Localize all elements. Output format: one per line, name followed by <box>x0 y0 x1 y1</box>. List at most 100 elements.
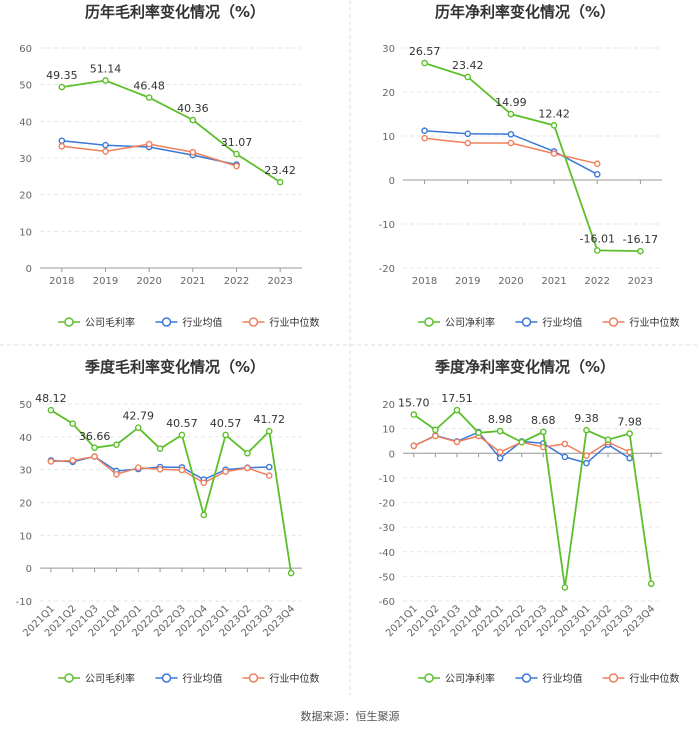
y-tick-label: -50 <box>379 572 395 583</box>
data-point <box>626 430 633 437</box>
chart-title: 季度毛利率变化情况（%） <box>85 358 265 376</box>
legend-marker <box>424 317 434 327</box>
data-point <box>626 454 633 462</box>
data-point <box>244 449 251 457</box>
data-label: 17.51 <box>441 392 473 405</box>
data-point <box>178 431 186 439</box>
legend-label: 行业中位数 <box>630 316 680 329</box>
data-label: 15.70 <box>398 397 430 410</box>
data-point <box>507 110 515 118</box>
data-point <box>145 94 153 101</box>
y-tick-label: 50 <box>19 81 32 92</box>
data-point <box>233 162 240 170</box>
data-point <box>583 452 590 460</box>
data-point <box>410 442 418 450</box>
legend-label: 行业中位数 <box>630 672 680 685</box>
x-tick-label: 2021 <box>541 276 566 287</box>
y-tick-label: 50 <box>19 400 32 411</box>
chart-panel-1: 历年毛利率变化情况（%） 0 10 20 30 40 50 60 2018 2019 2020 202… <box>19 3 319 329</box>
series-company: 48.12 36.66 42.79 40.57 40.57 41.72 <box>35 392 295 577</box>
legend-marker <box>424 673 434 683</box>
series-line <box>413 431 630 464</box>
data-point <box>69 457 77 464</box>
y-tick-label: -40 <box>379 548 395 559</box>
chart-title: 季度净利率变化情况（%） <box>435 358 615 376</box>
legend-label: 行业均值 <box>543 316 583 329</box>
series-industry-median <box>410 432 633 460</box>
y-tick-label: -30 <box>379 523 395 534</box>
y-tick-label: 0 <box>389 176 395 187</box>
legend-label: 行业均值 <box>543 672 583 685</box>
x-tick-label: 2023 <box>628 276 653 287</box>
data-point <box>276 178 284 186</box>
data-point <box>496 448 504 456</box>
x-tick-label: 2018 <box>49 276 74 287</box>
data-point <box>507 130 515 138</box>
data-label: 49.35 <box>46 69 78 82</box>
data-point <box>637 247 644 255</box>
series-company: 49.35 51.14 46.48 40.36 31.07 23.42 <box>46 62 296 186</box>
data-point <box>421 59 428 67</box>
data-point <box>145 140 153 148</box>
series-line <box>424 62 641 252</box>
data-point <box>113 470 120 478</box>
y-tick-label: -20 <box>379 264 395 275</box>
data-point <box>561 453 569 461</box>
x-tick-label: 2021 <box>180 276 205 287</box>
data-point <box>189 148 197 156</box>
chart-title: 历年毛利率变化情况（%） <box>85 3 265 21</box>
series-industry-median <box>58 140 240 170</box>
series-line <box>61 79 281 183</box>
legend: 公司毛利率 行业均值 行业中位数 <box>58 672 320 685</box>
data-label: 23.42 <box>264 164 296 177</box>
legend-marker <box>64 673 74 683</box>
data-label: 40.57 <box>166 417 198 430</box>
data-point <box>410 411 418 418</box>
data-label: 14.99 <box>495 96 527 109</box>
legend-label: 公司净利率 <box>445 672 495 685</box>
data-point <box>550 122 558 129</box>
data-point <box>464 130 472 138</box>
data-point <box>113 441 120 449</box>
legend: 公司净利率 行业均值 行业中位数 <box>418 316 680 329</box>
series-industry-avg <box>421 127 601 178</box>
data-point <box>189 116 197 124</box>
data-point <box>134 424 142 431</box>
data-point <box>604 436 612 444</box>
legend-marker <box>64 317 74 327</box>
series-company: 26.57 23.42 14.99 12.42 -16.01 -16.17 <box>409 45 658 255</box>
data-point <box>550 150 558 157</box>
data-point <box>421 127 428 135</box>
data-point <box>453 406 461 414</box>
data-label: 41.72 <box>254 413 286 426</box>
data-point <box>47 458 55 465</box>
data-point <box>464 139 472 147</box>
legend-label: 行业均值 <box>183 672 223 685</box>
y-tick-label: 20 <box>19 191 32 202</box>
data-label: 9.38 <box>574 412 599 425</box>
y-tick-label: -10 <box>379 474 395 485</box>
data-point <box>222 468 229 475</box>
y-tick-label: 10 <box>19 531 32 542</box>
y-tick-label: 60 <box>19 44 32 55</box>
x-tick-label: 2018 <box>412 276 437 287</box>
legend-label: 公司毛利率 <box>85 672 135 685</box>
data-label: -16.01 <box>580 232 615 245</box>
data-point <box>265 472 273 479</box>
data-point <box>265 463 273 471</box>
data-point <box>200 479 208 487</box>
series-line <box>50 409 292 574</box>
x-tick-label: 2023 <box>267 276 292 287</box>
data-point <box>453 438 461 446</box>
data-point <box>69 420 77 428</box>
data-point <box>583 459 590 467</box>
legend-label: 行业均值 <box>183 316 223 329</box>
x-tick-label: 2019 <box>455 276 480 287</box>
data-point <box>464 73 472 81</box>
legend-label: 行业中位数 <box>270 672 320 685</box>
y-tick-label: 0 <box>389 449 395 460</box>
legend-label: 公司毛利率 <box>85 316 135 329</box>
legend-marker <box>608 317 619 327</box>
data-label: 40.36 <box>177 102 209 115</box>
